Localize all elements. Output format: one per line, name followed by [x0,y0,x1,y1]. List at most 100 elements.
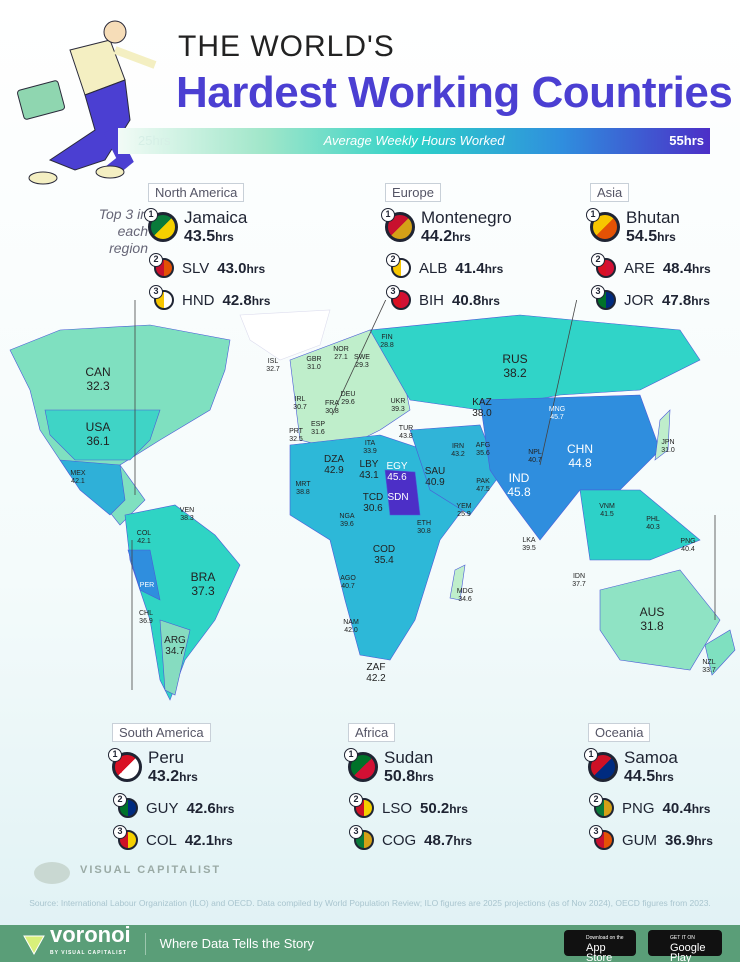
ranked-country: 2 ALB 41.4hrs [386,253,535,278]
map-label-mrt: MRT 38.8 [295,481,311,496]
australia [599,569,721,671]
map-label-usa: USA 36.1 [85,420,111,448]
voronoi-logo[interactable]: voronoi BY VISUAL CAPITALIST [50,921,131,956]
map-label-nor: NOR 27.1 [333,346,349,361]
region-oceania: Oceania 1 Samoa 44.5hrs 2 PNG 40.4hrs 3 GUM 3… [584,723,738,850]
ranked-country: 2 PNG 40.4hrs [589,793,738,818]
flag-icon: 3 [349,825,374,850]
rank-badge: 1 [144,208,158,222]
country-hours: 43.2hrs [148,768,198,785]
rank-badge: 3 [149,285,163,299]
usa [44,409,161,461]
rank-badge: 1 [381,208,395,222]
world-map [9,300,736,701]
map-label-lby: LBY 43.1 [359,459,379,481]
region-name: Asia [590,183,630,202]
country-code: SLV [182,259,210,277]
map-label-irn: IRN 43.2 [451,443,465,458]
flag-icon: 1 [586,208,620,242]
country-name: Sudan [384,748,434,767]
country-code: ARE [624,259,655,277]
map-label-esp: ESP 31.6 [310,421,326,436]
ranked-country: 3 HND 42.8hrs [149,285,298,310]
country-hours: 40.4hrs [662,799,711,817]
map-label-lka: LKA 39.5 [522,537,536,552]
map-label-afg: AFG 35.6 [475,442,491,457]
russia [369,314,701,411]
flag-icon: 1 [144,208,178,242]
flag-icon: 2 [589,793,614,818]
country-hours: 47.8hrs [662,291,710,309]
map-label-pak: PAK 47.5 [476,478,490,493]
scale-max: 55hrs [669,133,704,148]
map-label-nzl: NZL 33.7 [702,659,716,674]
google-play-button[interactable]: GET IT ON Google Play [648,930,722,964]
ranked-country: 3 JOR 47.8hrs [591,285,740,310]
footer-bar: voronoi BY VISUAL CAPITALIST Where Data T… [0,921,740,964]
runner-illustration [17,20,157,185]
vc-logo-icon [34,862,70,884]
country-code: GUY [146,799,179,817]
map-label-sau: SAU 40.9 [424,466,446,488]
app-store-button[interactable]: Download on the App Store [564,930,636,964]
flag-icon: 1 [344,748,378,782]
map-label-tcd: TCD 30.6 [362,492,384,514]
top-country: 1 Sudan 50.8hrs [344,748,498,786]
map-label-eth: ETH 30.8 [417,520,431,535]
map-label-col: COL 42.1 [136,530,152,545]
title-line1: THE WORLD'S [178,30,395,63]
ranked-country: 3 BIH 40.8hrs [386,285,535,310]
greenland [239,309,331,361]
country-name: Bhutan [626,208,680,227]
map-label-mex: MEX 42.1 [70,470,86,485]
ranked-country: 3 COL 42.1hrs [113,825,262,850]
rank-badge: 3 [386,285,400,299]
rank-badge: 3 [589,825,603,839]
flag-icon: 2 [349,793,374,818]
rank-badge: 3 [113,825,127,839]
region-name: North America [148,183,245,202]
rank-badge: 2 [591,253,605,267]
country-hours: 36.9hrs [665,831,713,849]
map-label-kaz: KAZ 38.0 [472,397,492,419]
map-label-bra: BRA 37.3 [190,570,216,598]
region-asia: Asia 1 Bhutan 54.5hrs 2 ARE 48.4hrs 3 JOR 47.… [586,183,740,310]
top-country: 1 Samoa 44.5hrs [584,748,738,786]
flag-icon: 1 [584,748,618,782]
map-label-phl: PHL 40.3 [646,516,660,531]
ranked-country: 3 GUM 36.9hrs [589,825,738,850]
country-hours: 48.4hrs [662,259,711,277]
country-hours: 44.5hrs [624,768,674,785]
flag-icon: 2 [149,253,174,278]
map-label-sdn: SDN [387,492,409,503]
rank-badge: 1 [586,208,600,222]
country-name: Jamaica [184,208,248,227]
map-label-nga: NGA 39.6 [339,513,355,528]
ranked-country: 2 SLV 43.0hrs [149,253,298,278]
mexico [59,459,126,516]
tagline: Where Data Tells the Story [159,936,315,951]
region-europe: Europe 1 Montenegro 44.2hrs 2 ALB 41.4hrs 3 … [381,183,535,310]
map-label-can: CAN 32.3 [85,365,111,393]
flag-icon: 3 [591,285,616,310]
country-name: Peru [148,748,184,767]
country-code: HND [182,291,215,309]
flag-icon: 2 [113,793,138,818]
japan [654,409,671,461]
rank-badge: 3 [591,285,605,299]
argentina [159,619,191,696]
visual-capitalist-watermark: VISUAL CAPITALIST [32,855,221,885]
region-name: South America [112,723,211,742]
country-hours: 50.8hrs [384,768,434,785]
region-north-america: North America 1 Jamaica 43.5hrs 2 SLV 43.0h… [144,183,298,310]
country-name: Samoa [624,748,678,767]
country-hours: 44.2hrs [421,228,471,245]
map-label-dza: DZA 42.9 [324,454,344,476]
scale-min: 25hrs [138,133,171,148]
country-hours: 43.5hrs [184,228,234,245]
map-label-chl: CHL 36.9 [138,610,154,625]
country-hours: 42.6hrs [186,799,235,817]
voronoi-logo-icon [23,935,45,955]
top-country: 1 Bhutan 54.5hrs [586,208,740,246]
middle-east [409,424,501,516]
